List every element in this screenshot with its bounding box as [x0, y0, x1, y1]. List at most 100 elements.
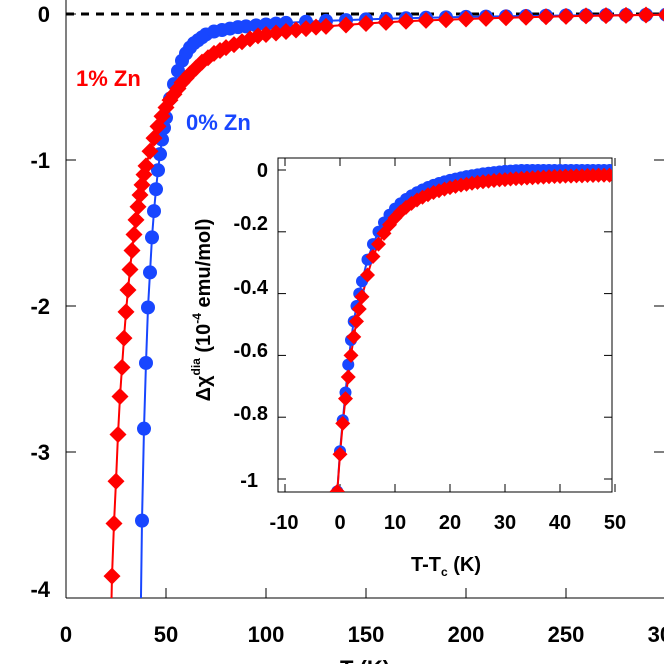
data-point-1pct-zn	[277, 23, 295, 41]
data-point-1pct-zn	[115, 329, 133, 347]
data-point-1pct-zn	[371, 236, 386, 252]
inset-y-label-symbol: Δχ	[193, 375, 215, 401]
data-point-1pct-zn	[307, 18, 325, 36]
inset-x-label-unit: (K)	[448, 554, 481, 576]
data-point-1pct-zn	[377, 13, 395, 31]
data-point-1pct-zn	[417, 11, 435, 29]
data-point-1pct-zn	[351, 301, 367, 317]
data-point-1pct-zn	[357, 14, 375, 32]
data-point-1pct-zn	[111, 388, 129, 406]
x-tick-label: 50	[154, 622, 178, 647]
inset-x-tick-label: -10	[270, 512, 299, 534]
inset-x-tick-label: 30	[494, 512, 516, 534]
inset-plot-series	[329, 164, 612, 492]
inset-x-axis-label: T-Tc (K)	[411, 554, 481, 579]
data-point-1pct-zn	[457, 10, 475, 28]
data-point-1pct-zn	[637, 6, 655, 24]
y-tick-label: -4	[30, 577, 50, 602]
data-point-0pct-zn	[149, 182, 163, 197]
data-point-1pct-zn	[121, 261, 139, 278]
data-point-1pct-zn	[105, 515, 123, 533]
inset-x-tick-label: 0	[334, 512, 345, 534]
data-point-1pct-zn	[332, 446, 348, 462]
data-point-1pct-zn	[517, 8, 535, 26]
y-tick-label: -1	[30, 148, 50, 173]
inset-x-tick-label: 40	[549, 512, 571, 534]
data-point-1pct-zn	[287, 21, 305, 39]
inset-y-label-superscript: dia	[189, 358, 203, 376]
data-point-0pct-zn	[141, 300, 155, 315]
data-point-0pct-zn	[143, 265, 157, 280]
inset-x-tick-label: 20	[439, 512, 461, 534]
x-tick-label: 0	[60, 622, 72, 647]
data-point-1pct-zn	[317, 17, 335, 35]
data-point-1pct-zn	[577, 7, 595, 25]
data-point-0pct-zn	[135, 513, 149, 528]
data-point-1pct-zn	[354, 289, 370, 305]
inset-x-tick-label: 10	[384, 512, 406, 534]
data-point-1pct-zn	[103, 567, 121, 585]
y-tick-label: 0	[38, 2, 50, 27]
main-axis-ticks	[65, 13, 664, 599]
data-point-1pct-zn	[365, 249, 381, 265]
data-point-1pct-zn	[127, 211, 145, 229]
data-point-0pct-zn	[249, 18, 263, 33]
main-plot-series	[103, 6, 664, 598]
inset-plot: -10 0 10 20 30 40 50 0 -0.2 -0.4 -0.6 -0…	[189, 157, 627, 579]
inset-y-label-unit-end: emu/mol)	[193, 219, 215, 313]
data-point-1pct-zn	[477, 9, 495, 27]
data-point-1pct-zn	[537, 8, 555, 26]
data-point-0pct-zn	[139, 355, 153, 370]
data-point-1pct-zn	[340, 369, 356, 385]
inset-y-tick-label: -0.4	[234, 277, 269, 299]
inset-y-tick-labels: 0 -0.2 -0.4 -0.6 -0.8 -1	[234, 160, 269, 492]
x-tick-label: 150	[348, 622, 385, 647]
inset-x-label-main: T-T	[411, 554, 441, 576]
inset-y-label-unit-start: (10	[193, 324, 215, 358]
data-point-1pct-zn	[602, 167, 612, 183]
data-point-0pct-zn	[145, 230, 159, 245]
x-tick-label: 250	[548, 622, 585, 647]
data-point-1pct-zn	[329, 483, 345, 492]
data-point-1pct-zn	[335, 415, 351, 431]
x-tick-label: 100	[248, 622, 285, 647]
series-annotation-0pct-zn: 0% Zn	[186, 110, 251, 135]
data-point-1pct-zn	[437, 11, 455, 29]
data-point-1pct-zn	[349, 313, 364, 329]
data-point-1pct-zn	[346, 329, 362, 345]
data-point-0pct-zn	[259, 17, 273, 32]
data-point-1pct-zn	[109, 425, 127, 443]
data-point-1pct-zn	[557, 7, 575, 25]
data-point-0pct-zn	[279, 15, 293, 30]
data-point-1pct-zn	[125, 225, 143, 243]
inset-x-tick-labels: -10 0 10 20 30 40 50	[270, 512, 627, 534]
data-point-0pct-zn	[137, 421, 151, 436]
data-point-1pct-zn	[257, 25, 275, 43]
data-point-1pct-zn	[597, 7, 615, 25]
inset-y-tick-label: -0.2	[234, 213, 268, 235]
inset-y-label-exponent: -4	[190, 313, 204, 324]
data-point-0pct-zn	[269, 16, 283, 31]
main-y-tick-labels: 0 -1 -2 -3 -4	[30, 2, 50, 602]
data-point-1pct-zn	[249, 27, 267, 45]
inset-x-tick-label: 50	[604, 512, 626, 534]
data-point-1pct-zn	[123, 242, 141, 260]
y-tick-label: -3	[30, 440, 50, 465]
inset-background	[277, 157, 613, 493]
x-tick-label: 200	[448, 622, 485, 647]
data-point-1pct-zn	[343, 347, 359, 363]
y-tick-label: -2	[30, 294, 50, 319]
data-point-1pct-zn	[397, 12, 415, 30]
x-tick-label: 300	[648, 622, 664, 647]
data-point-1pct-zn	[657, 8, 664, 22]
data-point-1pct-zn	[360, 267, 375, 283]
inset-y-tick-label: -0.6	[234, 340, 268, 362]
data-point-1pct-zn	[337, 16, 355, 34]
inset-x-label-subscript: c	[441, 565, 448, 579]
main-x-axis-label: T (K)	[340, 656, 390, 664]
data-point-1pct-zn	[119, 281, 137, 299]
inset-y-tick-label: 0	[257, 160, 268, 182]
data-point-1pct-zn	[267, 24, 285, 42]
data-point-1pct-zn	[117, 303, 135, 321]
